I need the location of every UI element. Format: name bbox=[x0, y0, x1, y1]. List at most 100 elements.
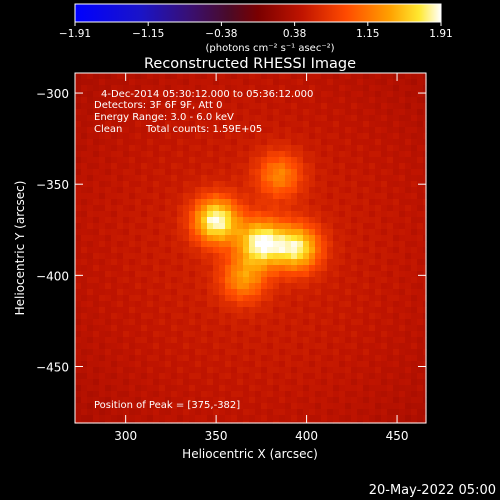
heatmap-cell bbox=[177, 103, 184, 110]
heatmap-cell bbox=[261, 229, 268, 236]
heatmap-cell bbox=[201, 145, 208, 152]
heatmap-cell bbox=[261, 79, 268, 86]
heatmap-cell bbox=[279, 229, 286, 236]
heatmap-cell bbox=[339, 145, 346, 152]
heatmap-cell bbox=[309, 343, 316, 350]
heatmap-cell bbox=[195, 337, 202, 344]
heatmap-cell bbox=[381, 85, 388, 92]
heatmap-cell bbox=[75, 169, 82, 176]
heatmap-cell bbox=[267, 187, 274, 194]
heatmap-cell bbox=[231, 241, 238, 248]
heatmap-cell bbox=[267, 133, 274, 140]
heatmap-cell bbox=[369, 169, 376, 176]
heatmap-cell bbox=[321, 217, 328, 224]
heatmap-cell bbox=[381, 403, 388, 410]
heatmap-cell bbox=[111, 79, 118, 86]
heatmap-cell bbox=[393, 271, 400, 278]
heatmap-cell bbox=[345, 307, 352, 314]
heatmap-cell bbox=[267, 145, 274, 152]
heatmap-cell bbox=[189, 283, 196, 290]
heatmap-cell bbox=[285, 361, 292, 368]
heatmap-cell bbox=[99, 313, 106, 320]
heatmap-cell bbox=[405, 415, 412, 422]
heatmap-cell bbox=[195, 115, 202, 122]
heatmap-cell bbox=[213, 223, 220, 230]
heatmap-cell bbox=[213, 121, 220, 128]
heatmap-cell bbox=[177, 169, 184, 176]
heatmap-cell bbox=[267, 235, 274, 242]
heatmap-cell bbox=[147, 199, 154, 206]
heatmap-cell bbox=[387, 127, 394, 134]
heatmap-cell bbox=[363, 391, 370, 398]
heatmap-cell bbox=[399, 91, 406, 98]
heatmap-cell bbox=[201, 349, 208, 356]
heatmap-cell bbox=[261, 271, 268, 278]
heatmap-cell bbox=[225, 253, 232, 260]
heatmap-cell bbox=[213, 145, 220, 152]
heatmap-cell bbox=[315, 145, 322, 152]
heatmap-cell bbox=[369, 253, 376, 260]
heatmap-cell bbox=[315, 103, 322, 110]
heatmap-cell bbox=[93, 409, 100, 416]
heatmap-cell bbox=[159, 97, 166, 104]
heatmap-cell bbox=[381, 343, 388, 350]
heatmap-cell bbox=[411, 331, 418, 338]
heatmap-cell bbox=[381, 415, 388, 422]
heatmap-cell bbox=[111, 421, 118, 424]
heatmap-cell bbox=[165, 421, 172, 424]
heatmap-cell bbox=[297, 169, 304, 176]
heatmap-cell bbox=[417, 217, 424, 224]
heatmap-cell bbox=[393, 379, 400, 386]
heatmap-cell bbox=[75, 385, 82, 392]
heatmap-cell bbox=[81, 163, 88, 170]
heatmap-cell bbox=[195, 139, 202, 146]
heatmap-cell bbox=[189, 325, 196, 332]
heatmap-cell bbox=[81, 421, 88, 424]
heatmap-cell bbox=[177, 193, 184, 200]
heatmap-cell bbox=[117, 73, 124, 80]
heatmap-cell bbox=[249, 379, 256, 386]
heatmap-cell bbox=[417, 409, 424, 416]
heatmap-cell bbox=[249, 97, 256, 104]
heatmap-cell bbox=[327, 415, 334, 422]
heatmap-cell bbox=[99, 397, 106, 404]
heatmap-cell bbox=[99, 85, 106, 92]
heatmap-cell bbox=[357, 145, 364, 152]
heatmap-cell bbox=[417, 253, 424, 260]
heatmap-cell bbox=[243, 415, 250, 422]
heatmap-cell bbox=[159, 151, 166, 158]
heatmap-cell bbox=[159, 391, 166, 398]
heatmap-cell bbox=[255, 307, 262, 314]
heatmap-cell bbox=[195, 289, 202, 296]
heatmap-cell bbox=[363, 229, 370, 236]
heatmap-cell bbox=[291, 307, 298, 314]
heatmap-cell bbox=[237, 247, 244, 254]
heatmap-cell bbox=[207, 361, 214, 368]
heatmap-cell bbox=[81, 193, 88, 200]
heatmap-cell bbox=[171, 289, 178, 296]
heatmap-cell bbox=[405, 403, 412, 410]
heatmap-cell bbox=[339, 367, 346, 374]
heatmap-cell bbox=[225, 289, 232, 296]
heatmap-cell bbox=[219, 85, 226, 92]
heatmap-cell bbox=[135, 103, 142, 110]
annotation-peak-position: Position of Peak = [375,-382] bbox=[94, 400, 240, 411]
heatmap-cell bbox=[339, 259, 346, 266]
heatmap-cell bbox=[309, 73, 316, 80]
heatmap-cell bbox=[171, 193, 178, 200]
heatmap-cell bbox=[201, 91, 208, 98]
heatmap-cell bbox=[183, 193, 190, 200]
heatmap-cell bbox=[321, 259, 328, 266]
heatmap-cell bbox=[321, 193, 328, 200]
heatmap-cell bbox=[213, 79, 220, 86]
heatmap-cell bbox=[333, 163, 340, 170]
heatmap-cell bbox=[99, 73, 106, 80]
heatmap-cell bbox=[231, 361, 238, 368]
heatmap-cell bbox=[207, 139, 214, 146]
heatmap-cell bbox=[201, 283, 208, 290]
heatmap-cell bbox=[213, 85, 220, 92]
heatmap-cell bbox=[159, 169, 166, 176]
heatmap-cell bbox=[255, 163, 262, 170]
heatmap-cell bbox=[291, 235, 298, 242]
heatmap-cell bbox=[99, 97, 106, 104]
